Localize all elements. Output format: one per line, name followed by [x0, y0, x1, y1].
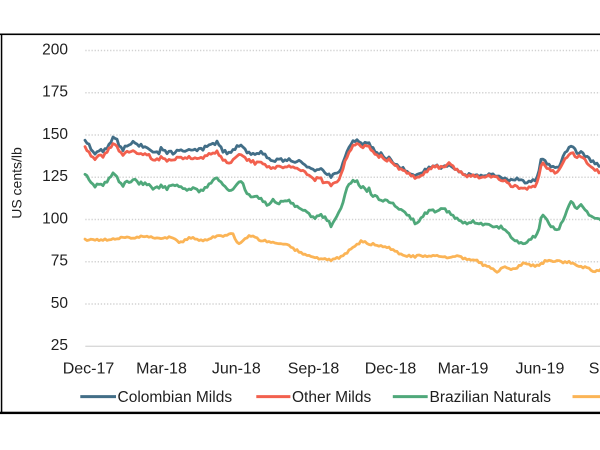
svg-text:75: 75: [51, 253, 68, 270]
svg-text:Colombian Milds: Colombian Milds: [118, 389, 233, 406]
svg-text:150: 150: [42, 126, 68, 143]
svg-text:Sep-18: Sep-18: [288, 361, 340, 378]
svg-text:200: 200: [42, 41, 68, 58]
svg-text:25: 25: [51, 337, 68, 354]
svg-text:Jun-18: Jun-18: [212, 361, 261, 378]
svg-text:125: 125: [42, 168, 68, 185]
svg-text:175: 175: [42, 84, 68, 101]
svg-text:Dec-18: Dec-18: [365, 361, 417, 378]
svg-text:100: 100: [42, 210, 68, 227]
svg-text:Brazilian Naturals: Brazilian Naturals: [430, 389, 552, 406]
svg-text:Mar-19: Mar-19: [438, 361, 489, 378]
svg-text:US cents/lb: US cents/lb: [9, 147, 25, 219]
svg-text:Mar-18: Mar-18: [136, 361, 187, 378]
svg-text:Sep-19: Sep-19: [589, 361, 600, 378]
svg-text:Dec-17: Dec-17: [63, 361, 115, 378]
svg-text:Other Milds: Other Milds: [292, 389, 371, 406]
svg-text:50: 50: [51, 295, 69, 312]
svg-text:Jun-19: Jun-19: [516, 361, 565, 378]
